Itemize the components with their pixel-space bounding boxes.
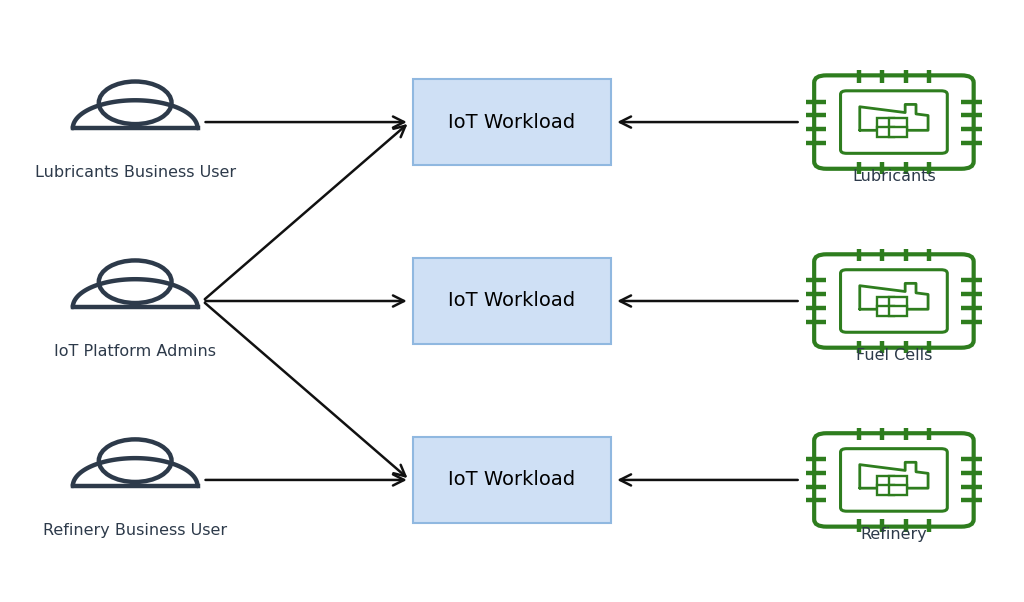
FancyBboxPatch shape <box>877 297 894 308</box>
FancyBboxPatch shape <box>814 433 974 527</box>
Text: IoT Workload: IoT Workload <box>449 291 575 311</box>
FancyBboxPatch shape <box>889 118 907 128</box>
FancyBboxPatch shape <box>814 254 974 348</box>
FancyBboxPatch shape <box>889 476 907 486</box>
Text: Lubricants: Lubricants <box>852 169 936 184</box>
Text: IoT Platform Admins: IoT Platform Admins <box>54 344 216 359</box>
FancyBboxPatch shape <box>413 258 611 344</box>
FancyBboxPatch shape <box>877 476 894 486</box>
FancyBboxPatch shape <box>877 485 894 495</box>
FancyBboxPatch shape <box>413 79 611 166</box>
Text: Refinery: Refinery <box>860 527 928 542</box>
FancyBboxPatch shape <box>889 297 907 308</box>
FancyBboxPatch shape <box>889 127 907 137</box>
FancyBboxPatch shape <box>889 306 907 316</box>
FancyBboxPatch shape <box>413 436 611 523</box>
Text: IoT Workload: IoT Workload <box>449 113 575 132</box>
Text: Fuel Cells: Fuel Cells <box>856 347 932 362</box>
FancyBboxPatch shape <box>877 127 894 137</box>
FancyBboxPatch shape <box>877 118 894 128</box>
FancyBboxPatch shape <box>841 270 947 332</box>
FancyBboxPatch shape <box>841 448 947 511</box>
Text: IoT Workload: IoT Workload <box>449 470 575 489</box>
Text: Lubricants Business User: Lubricants Business User <box>35 165 236 180</box>
FancyBboxPatch shape <box>814 75 974 169</box>
FancyBboxPatch shape <box>877 306 894 316</box>
Text: Refinery Business User: Refinery Business User <box>43 523 227 538</box>
FancyBboxPatch shape <box>841 91 947 154</box>
FancyBboxPatch shape <box>889 485 907 495</box>
